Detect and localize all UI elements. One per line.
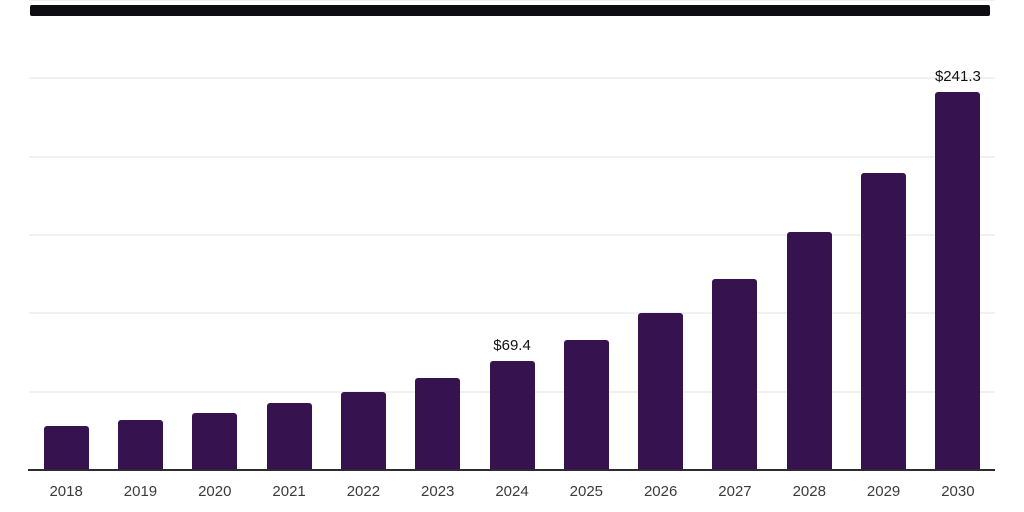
bar-slot-2021 (252, 0, 326, 470)
x-tick-label-2020: 2020 (198, 483, 232, 500)
bar-slot-2028 (772, 0, 846, 470)
x-axis-line (28, 469, 995, 471)
x-tick-label-2018: 2018 (49, 483, 83, 500)
bar-2028[interactable] (786, 232, 832, 470)
bar-2018[interactable] (43, 425, 89, 470)
bar-slot-2030: $241.3 (921, 0, 995, 470)
gridline-300 (29, 0, 995, 1)
plot-area: $69.4 $241.3 (29, 0, 995, 470)
bar-2030[interactable] (935, 92, 981, 470)
x-tick-label-2023: 2023 (421, 483, 455, 500)
bar-2027[interactable] (712, 279, 758, 470)
x-tick-label-2025: 2025 (569, 483, 604, 500)
x-tick-label-2028: 2028 (792, 483, 826, 500)
bar-slot-2027 (698, 0, 772, 470)
bar-2022[interactable] (340, 391, 386, 470)
x-axis-labels: 2018 2019 2020 2021 2022 2023 2024 2025 2026 2027… (29, 483, 995, 501)
bar-value-label-2024: $69.4 (493, 337, 531, 355)
gridline-250 (29, 77, 995, 80)
bar-2023[interactable] (415, 378, 461, 470)
bar-2026[interactable] (638, 312, 684, 470)
bar-2029[interactable] (861, 173, 907, 470)
x-tick-label-2027: 2027 (718, 483, 752, 500)
bar-2020[interactable] (192, 412, 238, 470)
bar-slot-2019 (103, 0, 177, 470)
chart-top-border (30, 5, 990, 16)
bar-slot-2025 (549, 0, 623, 470)
bar-slot-2029 (846, 0, 920, 470)
bar-2021[interactable] (266, 402, 312, 470)
x-tick-label-2029: 2029 (866, 483, 901, 500)
x-tick-label-2021: 2021 (272, 483, 306, 500)
bar-2019[interactable] (117, 419, 163, 470)
x-tick-label-2019: 2019 (123, 483, 158, 500)
x-tick-label-2022: 2022 (346, 483, 381, 500)
bar-2024[interactable] (489, 361, 535, 470)
bar-slot-2020 (178, 0, 252, 470)
bar-slot-2022 (326, 0, 400, 470)
bar-value-label-2030: $241.3 (934, 67, 981, 85)
gridline-200 (29, 155, 995, 158)
x-tick-label-2024: 2024 (495, 483, 529, 500)
gridline-100 (29, 312, 995, 315)
gridline-150 (29, 234, 995, 236)
bar-slot-2026 (624, 0, 698, 470)
x-tick-label-2026: 2026 (643, 483, 678, 500)
bar-slot-2024: $69.4 (475, 0, 549, 470)
bar-2025[interactable] (563, 340, 609, 470)
x-tick-label-2030: 2030 (941, 483, 975, 500)
bar-slot-2018 (29, 0, 103, 470)
bar-slot-2023 (401, 0, 475, 470)
